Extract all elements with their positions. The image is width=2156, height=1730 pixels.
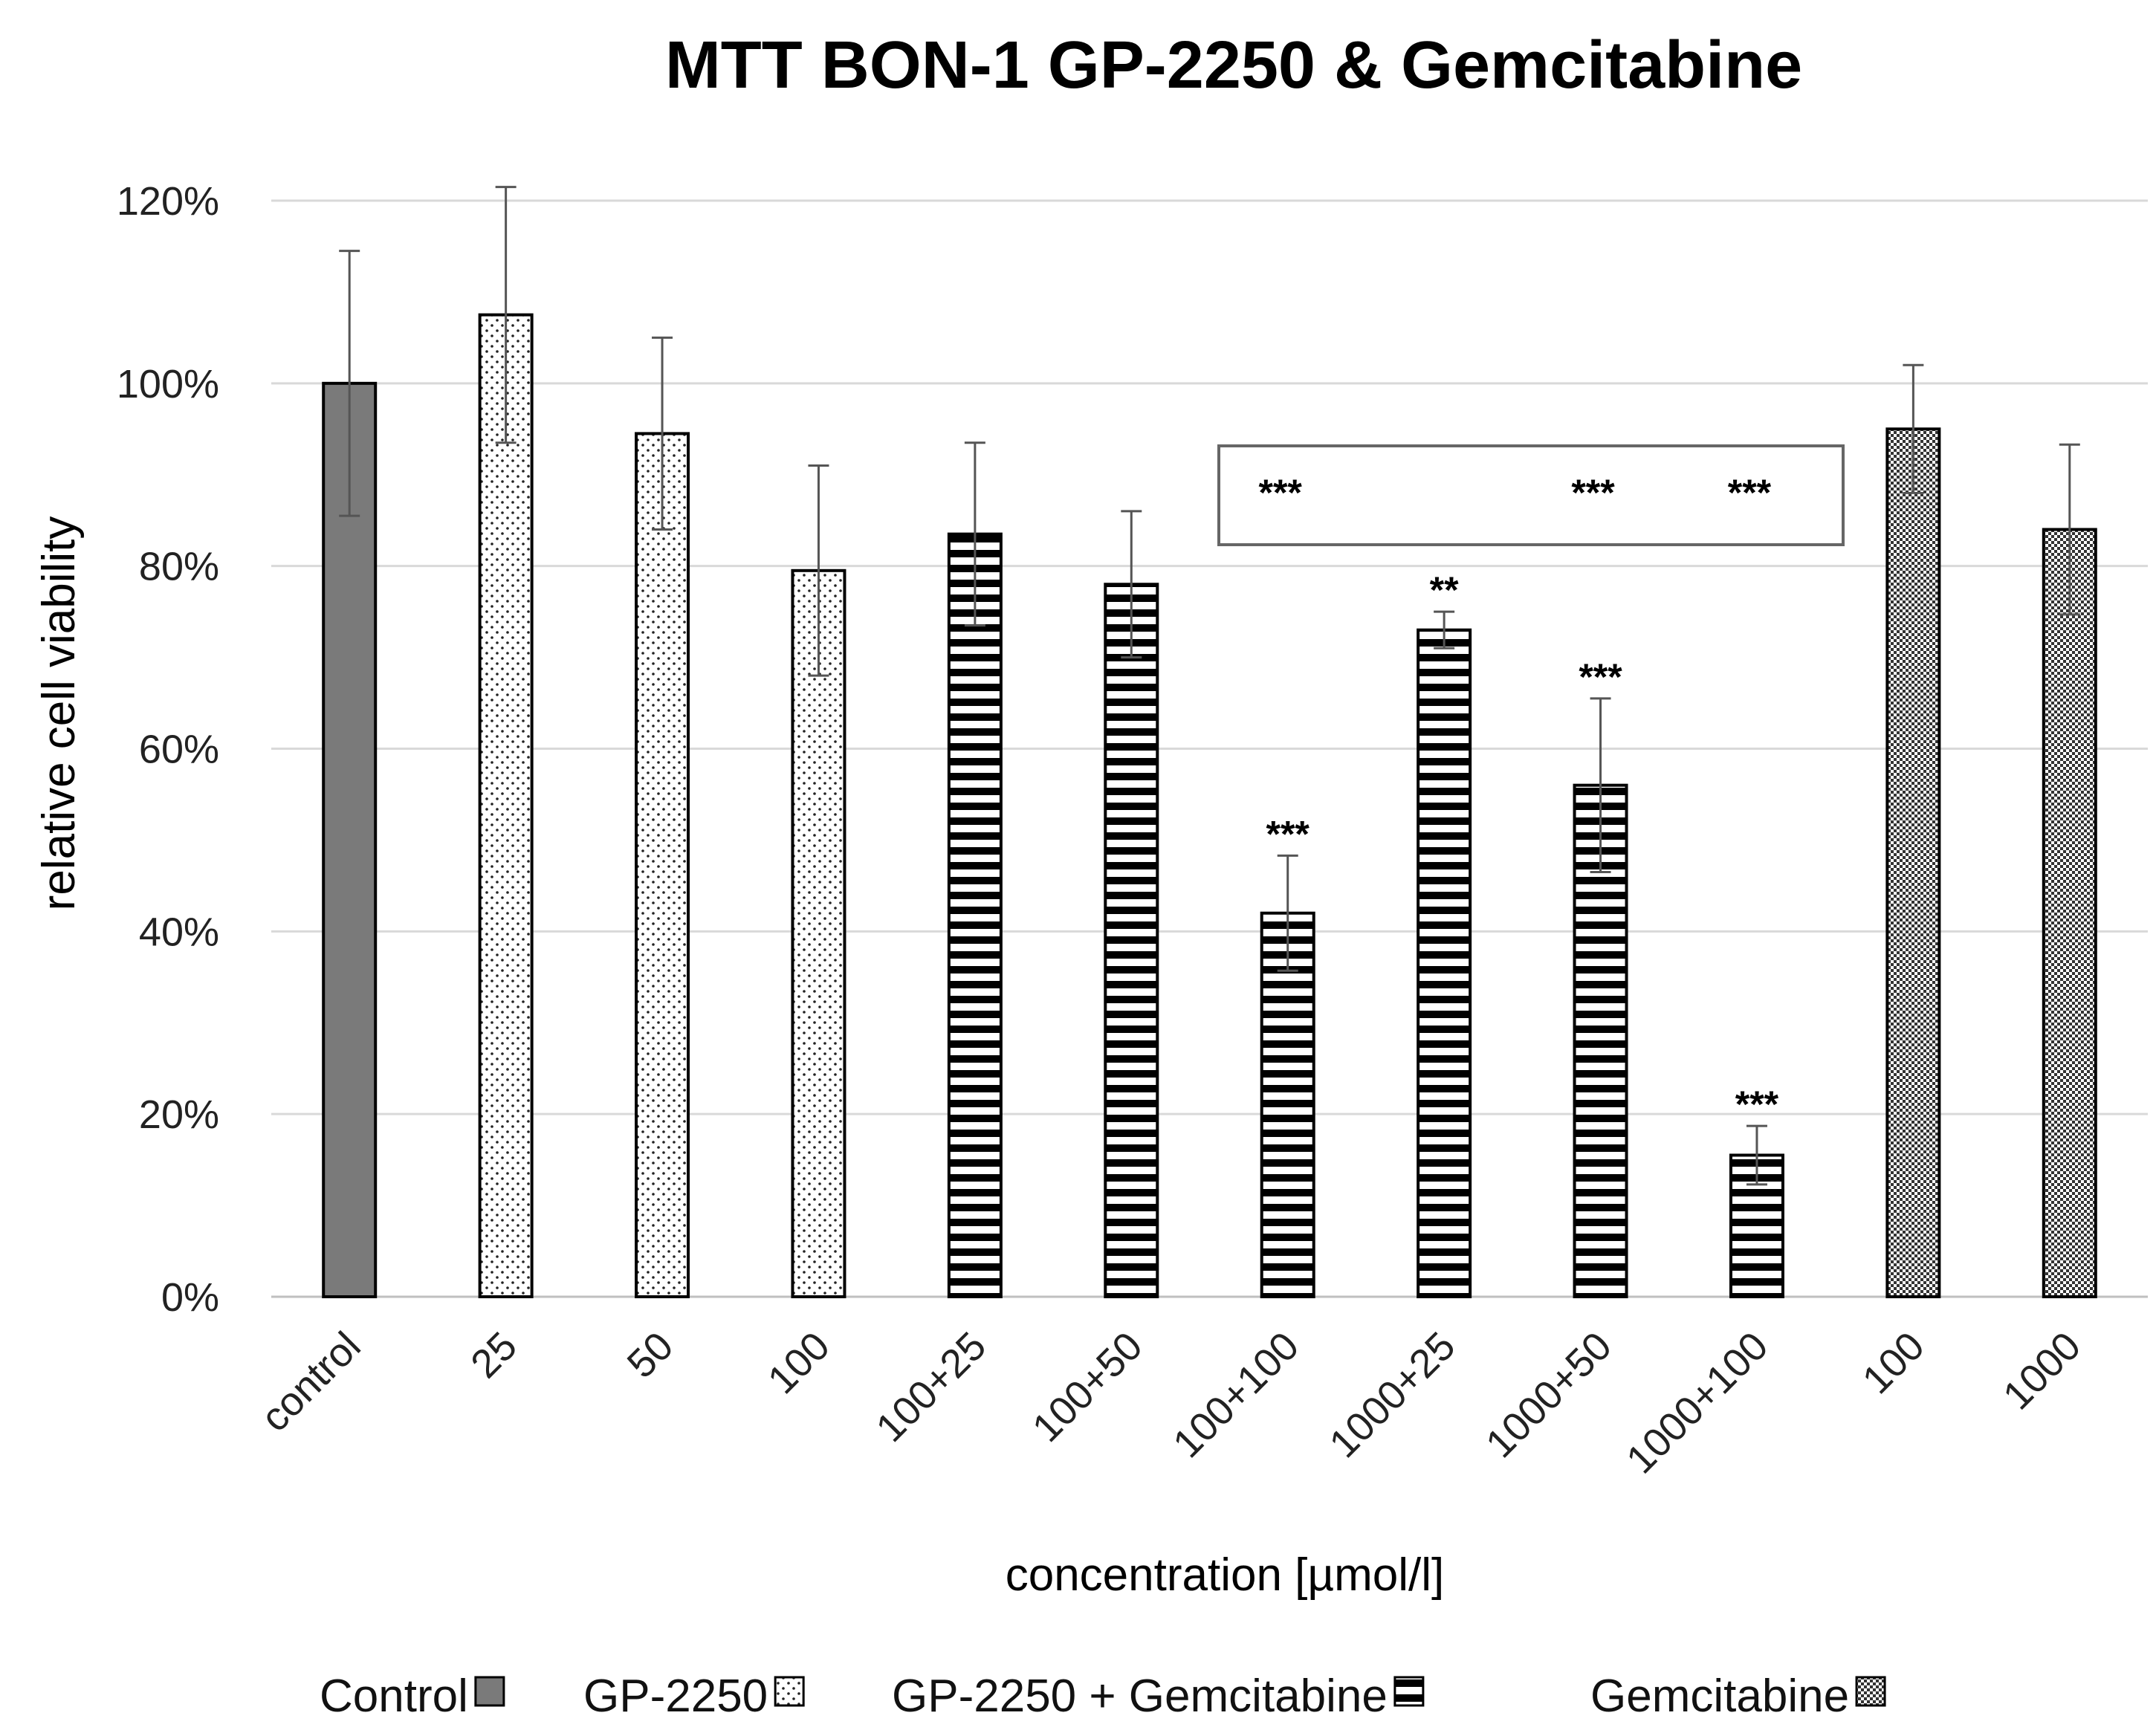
x-category-label: 100+50 bbox=[1024, 1324, 1151, 1451]
x-axis-categories: control 25 50 100 100+25 100+50 100+100 1000+25… bbox=[253, 1324, 2090, 1482]
bar-combo bbox=[1260, 911, 1315, 1298]
bracket-significance-label: *** bbox=[1728, 472, 1772, 514]
error-bars bbox=[339, 186, 2080, 1186]
x-category-label: 100 bbox=[760, 1324, 838, 1402]
legend-label: Control bbox=[320, 1671, 468, 1722]
significance-labels: *********** bbox=[1266, 569, 1779, 1125]
x-category-label: 1000+50 bbox=[1477, 1324, 1620, 1466]
legend-label: GP-2250 + Gemcitabine bbox=[892, 1671, 1388, 1722]
y-tick-label: 40% bbox=[139, 910, 219, 954]
chart-title: MTT BON-1 GP-2250 & Gemcitabine bbox=[665, 28, 1802, 103]
bracket-significance-labels: *** *** *** bbox=[1259, 472, 1772, 514]
x-category-label: 25 bbox=[462, 1324, 525, 1387]
y-axis-ticks: 0% 20% 40% 60% 80% 100% 120% bbox=[117, 179, 219, 1320]
legend-swatch-gp bbox=[774, 1676, 805, 1707]
legend-swatch-control bbox=[474, 1676, 505, 1707]
legend-swatch-gem bbox=[1855, 1676, 1886, 1707]
grid-lines bbox=[271, 199, 2148, 1115]
x-category-label: 50 bbox=[619, 1324, 682, 1387]
y-tick-label: 60% bbox=[139, 728, 219, 772]
legend-label: Gemcitabine bbox=[1590, 1671, 1849, 1722]
bracket-significance-label: *** bbox=[1259, 472, 1303, 514]
significance-label: ** bbox=[1430, 569, 1459, 611]
bar-gp bbox=[478, 313, 534, 1298]
y-tick-label: 100% bbox=[117, 362, 219, 406]
y-tick-label: 20% bbox=[139, 1092, 219, 1137]
x-category-label: 1000+100 bbox=[1618, 1324, 1776, 1482]
x-axis-title: concentration [µmol/l] bbox=[1006, 1549, 1445, 1601]
x-category-label: 100+100 bbox=[1165, 1324, 1307, 1466]
legend-swatch-combo bbox=[1393, 1676, 1425, 1707]
bar-gp bbox=[791, 568, 846, 1298]
legend-label: GP-2250 bbox=[583, 1671, 768, 1722]
bar-combo bbox=[947, 532, 1003, 1298]
bar-gem bbox=[1885, 427, 1941, 1299]
significance-label: *** bbox=[1735, 1083, 1779, 1125]
x-category-label: 1000 bbox=[1995, 1324, 2089, 1418]
x-category-label: 1000+25 bbox=[1321, 1324, 1463, 1466]
bar-control bbox=[322, 381, 378, 1298]
bracket-significance-label: *** bbox=[1571, 472, 1615, 514]
significance-bracket-box bbox=[1217, 444, 1845, 546]
y-tick-label: 80% bbox=[139, 545, 219, 589]
y-tick-label: 120% bbox=[117, 179, 219, 224]
bar-combo bbox=[1417, 628, 1472, 1298]
bar-combo bbox=[1104, 583, 1159, 1298]
bar-gem bbox=[2042, 528, 2097, 1298]
y-tick-label: 0% bbox=[161, 1275, 219, 1320]
x-category-label: 100+25 bbox=[867, 1324, 994, 1451]
significance-label: *** bbox=[1579, 656, 1622, 698]
bars bbox=[322, 313, 2097, 1299]
significance-label: *** bbox=[1266, 813, 1310, 855]
legend: Control GP-2250 GP-2250 + Gemcitabine Gemci… bbox=[320, 1671, 1886, 1722]
y-axis-title: relative cell viability bbox=[33, 516, 85, 911]
x-category-label: control bbox=[253, 1324, 369, 1440]
x-category-label: 100 bbox=[1854, 1324, 1933, 1402]
bar-gp bbox=[635, 432, 690, 1298]
